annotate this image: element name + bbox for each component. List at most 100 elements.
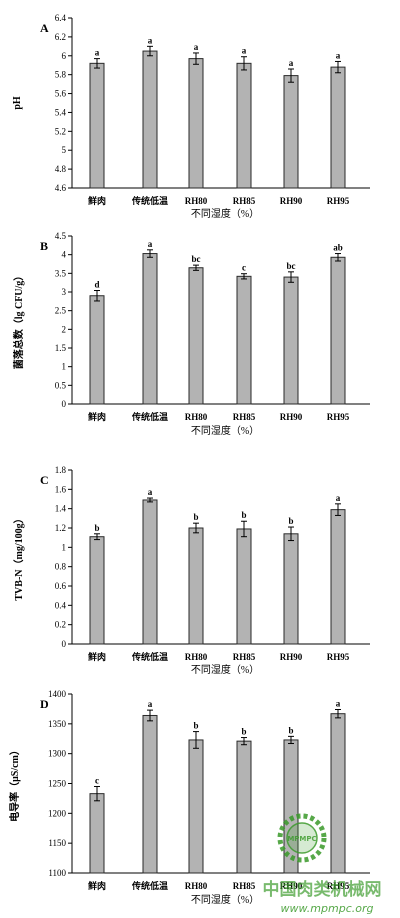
bar [89, 62, 105, 189]
y-tick-label: 1.6 [55, 484, 67, 494]
bar [283, 276, 299, 405]
bar [330, 713, 346, 874]
category-label: RH95 [327, 881, 350, 891]
bar [142, 499, 158, 645]
y-tick-label: 0.8 [55, 562, 67, 572]
category-label: RH90 [280, 881, 303, 891]
category-label: 传统低温 [131, 195, 168, 206]
significance-letter: b [241, 727, 246, 737]
y-tick-label: 3 [62, 287, 67, 297]
bar [142, 50, 158, 189]
category-label: 鲜肉 [88, 195, 106, 206]
y-tick-label: 1200 [48, 808, 67, 818]
significance-letter: b [288, 725, 293, 735]
x-axis-title: 不同湿度（%） [191, 893, 259, 906]
category-label: 传统低温 [131, 651, 168, 662]
chart-panel-c: C 0 0.2 0.4 0.6 0.8 1 1.2 1.4 1.6 1.8 TVB-N（mg/100g… [12, 465, 370, 676]
significance-letter: bc [192, 254, 201, 264]
y-tick-label: 1 [62, 362, 67, 372]
y-tick-label: 2 [62, 324, 67, 334]
bar [188, 739, 204, 874]
bar [89, 536, 105, 645]
bar [142, 253, 158, 405]
category-label: RH90 [280, 412, 303, 422]
bar [236, 275, 252, 405]
y-tick-label: 1.2 [55, 523, 66, 533]
category-label: 鲜肉 [88, 651, 106, 662]
y-axis-title: pH [12, 96, 23, 110]
bar [283, 533, 299, 645]
significance-letter: a [148, 487, 153, 497]
significance-letter: c [242, 263, 246, 273]
significance-letter: a [242, 46, 247, 56]
y-tick-label: 0.5 [55, 380, 67, 390]
significance-letter: ab [333, 243, 343, 253]
y-tick-label: 0.4 [55, 600, 67, 610]
category-label: RH90 [280, 652, 303, 662]
significance-letter: d [94, 280, 99, 290]
category-label: RH85 [233, 196, 256, 206]
panel-letter: A [40, 21, 49, 35]
y-tick-label: 1350 [48, 719, 67, 729]
category-label: RH80 [185, 881, 208, 891]
bar [89, 295, 105, 405]
significance-letter: a [148, 35, 153, 45]
y-axis-title: TVB-N（mg/100g） [12, 513, 25, 600]
category-label: 传统低温 [131, 411, 168, 422]
chart-panel-d: D 1100 1150 1200 1250 1300 1350 1400 电导率（μS/cm） c… [8, 689, 370, 906]
significance-letter: a [148, 699, 153, 709]
x-axis-title: 不同湿度（%） [191, 663, 259, 676]
significance-letter: a [148, 239, 153, 249]
significance-letter: a [289, 58, 294, 68]
y-tick-label: 5.6 [55, 89, 67, 99]
watermark-site-name: 中国肉类机械网 [263, 879, 382, 900]
y-tick-label: 1 [62, 542, 67, 552]
significance-letter: b [241, 510, 246, 520]
y-tick-label: 5.4 [55, 107, 67, 117]
watermark-logo-text: MPMPC [287, 835, 316, 843]
bar [89, 793, 105, 874]
category-label: 传统低温 [131, 880, 168, 891]
significance-letter: b [193, 721, 198, 731]
y-tick-label: 1300 [48, 749, 67, 759]
bar [283, 75, 299, 189]
category-label: RH85 [233, 881, 256, 891]
category-label: RH85 [233, 412, 256, 422]
bar [330, 509, 346, 645]
significance-letter: a [194, 42, 199, 52]
y-tick-label: 4.5 [55, 231, 67, 241]
bar [142, 714, 158, 874]
significance-letter: b [288, 516, 293, 526]
y-tick-label: 4.6 [55, 183, 67, 193]
y-tick-label: 6.2 [55, 32, 66, 42]
y-tick-label: 1400 [48, 689, 67, 699]
bar [236, 528, 252, 645]
y-tick-label: 5.8 [55, 70, 67, 80]
bar [188, 267, 204, 405]
y-tick-label: 5 [62, 145, 67, 155]
x-axis-title: 不同湿度（%） [191, 424, 259, 437]
y-tick-label: 6 [62, 51, 67, 61]
category-label: 鲜肉 [88, 880, 106, 891]
watermark-site-url: www.mpmpc.org [281, 902, 374, 915]
y-tick-label: 4.8 [55, 164, 67, 174]
y-tick-label: 2.5 [55, 306, 67, 316]
significance-letter: a [336, 699, 341, 709]
y-tick-label: 0.6 [55, 581, 67, 591]
bar [188, 527, 204, 645]
y-tick-label: 6.4 [55, 13, 67, 23]
y-tick-label: 0 [62, 639, 67, 649]
y-tick-label: 3.5 [55, 268, 67, 278]
y-tick-label: 1150 [48, 838, 66, 848]
category-label: 鲜肉 [88, 411, 106, 422]
bar [330, 66, 346, 189]
category-label: RH85 [233, 652, 256, 662]
panel-letter: D [40, 697, 49, 711]
category-label: RH80 [185, 412, 208, 422]
y-tick-label: 5.2 [55, 126, 66, 136]
significance-letter: bc [287, 261, 296, 271]
chart-panel-b: B 0 0.5 1 1.5 2 2.5 3 3.5 4 4.5 菌落总数（lg CFU/g） d 鲜肉 a 传… [12, 231, 370, 437]
significance-letter: b [94, 523, 99, 533]
category-label: RH95 [327, 652, 350, 662]
